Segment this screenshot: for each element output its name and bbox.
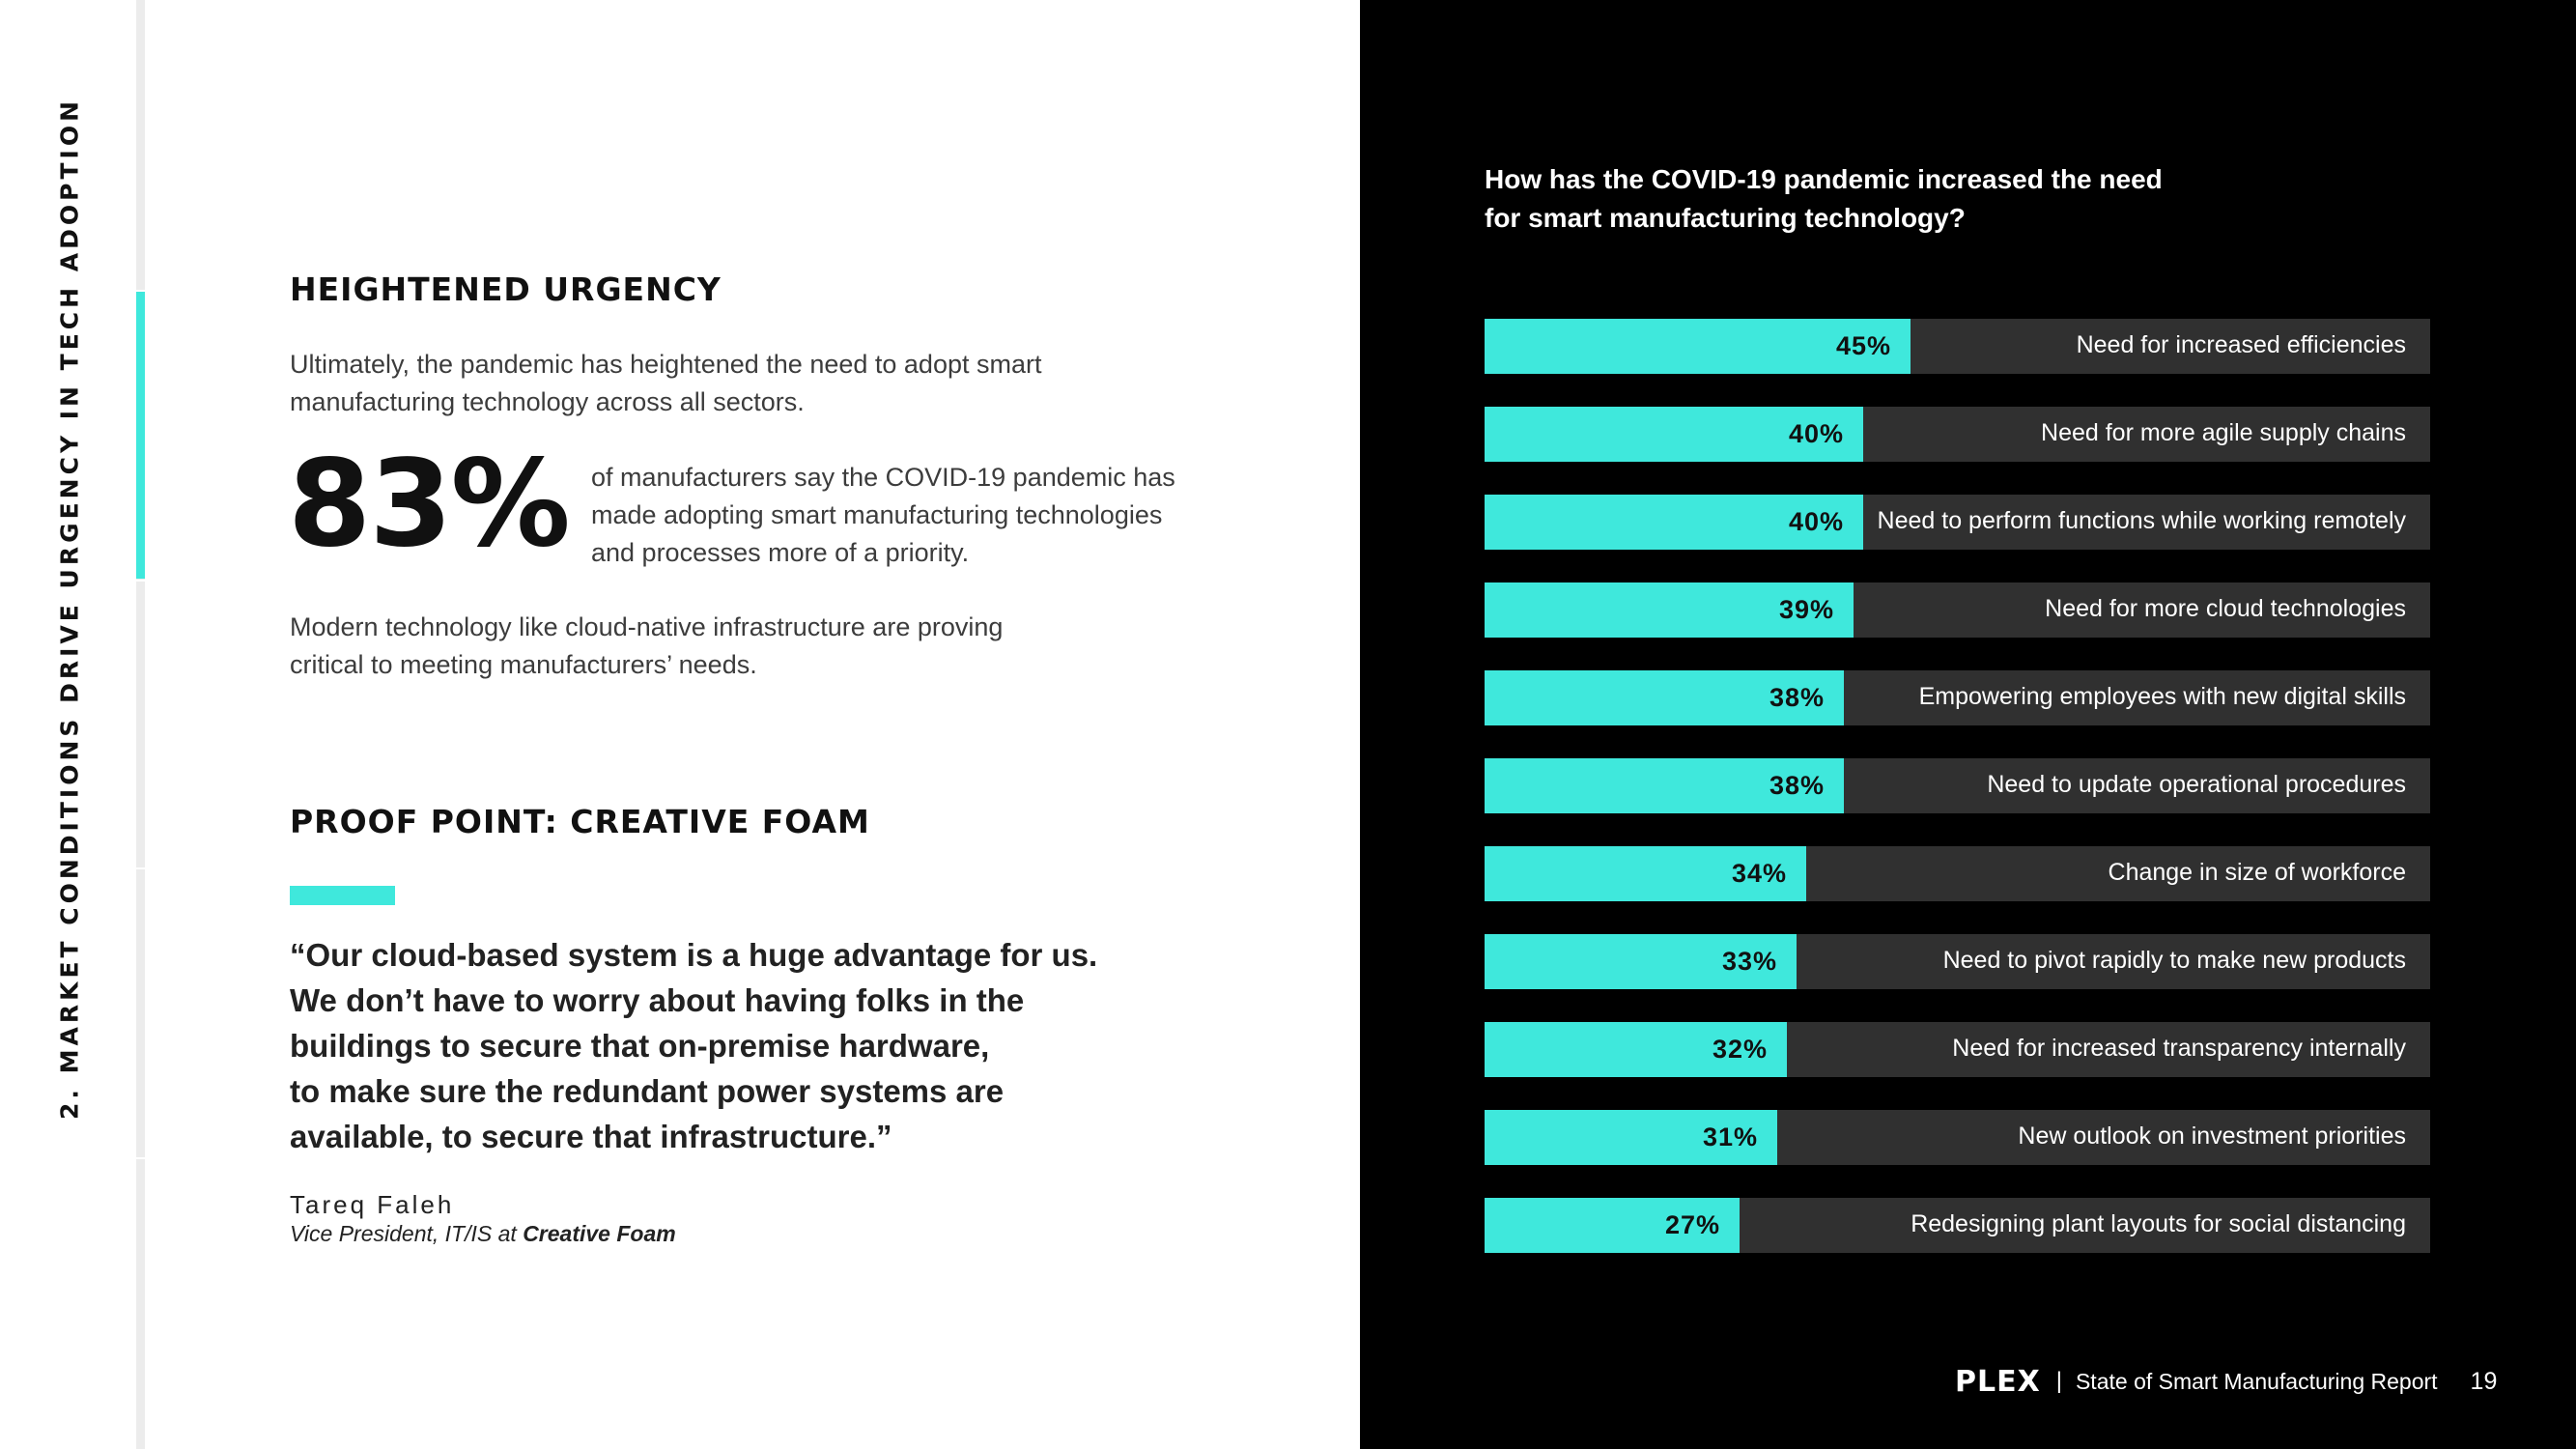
customer-quote: “Our cloud-based system is a huge advant… [290,932,1159,1159]
bar [1485,407,1863,462]
page-number: 19 [2470,1367,2498,1395]
role-prefix: Vice President, IT/IS at [290,1221,524,1246]
bar-value-label: 38% [1769,683,1825,712]
bar [1485,934,1797,989]
proof-point-heading: PROOF POINT: CREATIVE FOAM [290,803,870,840]
rail-divider [136,867,145,869]
chart-title: How has the COVID-19 pandemic increased … [1485,164,2163,233]
bar [1485,758,1844,813]
rail-divider [136,290,145,292]
bar-row: 38% Need to update operational procedures [1485,758,2430,813]
bar-row: 33% Need to pivot rapidly to make new pro… [1485,934,2430,989]
quote-line: available, to secure that infrastructure… [290,1119,892,1154]
big-stat-value: 83% [288,435,571,574]
section-title: 2. MARKET CONDITIONS DRIVE URGENCY IN TE… [55,98,84,1120]
bar-row: 27% Redesigning plant layouts for social … [1485,1198,2430,1253]
section-progress-rail [136,0,145,1449]
bar-category-label: Empowering employees with new digital sk… [1918,683,2406,710]
bar-category-label: Need to pivot rapidly to make new produc… [1942,947,2406,974]
quote-line: “Our cloud-based system is a huge advant… [290,937,1098,973]
quote-line: buildings to secure that on-premise hard… [290,1028,990,1064]
bar [1485,1022,1787,1077]
bar-category-label: Need for increased efficiencies [2076,331,2406,358]
bar-category-label: New outlook on investment priorities [2018,1122,2406,1150]
bar-row: 34% Change in size of workforce [1485,846,2430,901]
bar-category-label: Need to update operational procedures [1987,771,2406,798]
quote-author-role: Vice President, IT/IS at Creative Foam [290,1221,676,1247]
heightened-urgency-heading: HEIGHTENED URGENCY [290,270,722,308]
section-progress-active [136,292,145,579]
bar-value-label: 31% [1702,1122,1758,1151]
page-footer: PLEX | State of Smart Manufacturing Repo… [1955,1362,2497,1401]
bar-row: 32% Need for increased transparency inter… [1485,1022,2430,1077]
bar-row: 40% Need for more agile supply chains [1485,407,2430,462]
bar [1485,495,1863,550]
quote-line: We don’t have to worry about having folk… [290,982,1025,1018]
horizontal-bar-chart: 45% Need for increased efficiencies 40% Nee… [1485,319,2430,1254]
report-name: State of Smart Manufacturing Report [2075,1368,2438,1394]
bar [1485,1198,1740,1253]
bar [1485,846,1806,901]
bar [1485,582,1854,638]
bar-value-label: 34% [1731,859,1787,888]
bar-row: 40% Need to perform functions while worki… [1485,495,2430,550]
bar-value-label: 40% [1788,507,1844,536]
footer-separator: | [2055,1368,2062,1394]
left-panel: 2. MARKET CONDITIONS DRIVE URGENCY IN TE… [55,0,1175,1449]
intro-paragraph: Ultimately, the pandemic has heightened … [290,350,1042,416]
bar-row: 38% Empowering employees with new digital… [1485,670,2430,725]
bar-value-label: 33% [1721,947,1777,976]
rail-divider [136,580,145,582]
bar-row: 31% New outlook on investment priorities [1485,1110,2430,1165]
bar-category-label: Need for more agile supply chains [2041,419,2406,446]
bar-row: 39% Need for more cloud technologies [1485,582,2430,638]
bar-category-label: Need for more cloud technologies [2045,595,2406,622]
stat-description: of manufacturers say the COVID-19 pandem… [591,463,1175,567]
quote-author: Tareq Faleh [290,1190,455,1219]
rail-divider [136,1157,145,1159]
bar-value-label: 39% [1778,595,1834,624]
bar-value-label: 32% [1712,1035,1768,1064]
bar [1485,1110,1777,1165]
accent-divider [290,886,395,905]
bar-category-label: Change in size of workforce [2108,859,2406,886]
modern-tech-paragraph: Modern technology like cloud-native infr… [290,612,1004,679]
bar [1485,319,1911,374]
bar [1485,670,1844,725]
bar-category-label: Redesigning plant layouts for social dis… [1911,1210,2406,1237]
bar-value-label: 40% [1788,419,1844,448]
plex-logo: PLEX [1955,1364,2041,1399]
bar-value-label: 27% [1664,1210,1720,1239]
bar-row: 45% Need for increased efficiencies [1485,319,2430,374]
company-name: Creative Foam [523,1221,676,1246]
bar-value-label: 38% [1769,771,1825,800]
quote-line: to make sure the redundant power systems… [290,1073,1005,1109]
bar-category-label: Need to perform functions while working … [1877,507,2406,534]
bar-category-label: Need for increased transparency internal… [1952,1035,2406,1062]
bar-value-label: 45% [1835,331,1891,360]
